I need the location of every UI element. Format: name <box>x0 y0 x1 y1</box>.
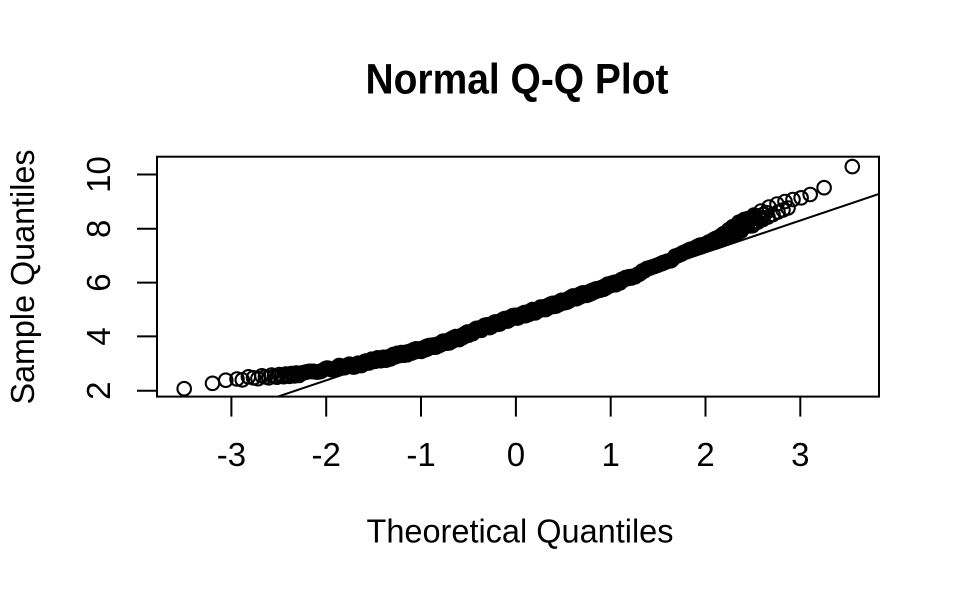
svg-text:1: 1 <box>602 436 620 473</box>
svg-text:8: 8 <box>80 220 117 238</box>
svg-text:Sample Quantiles: Sample Quantiles <box>4 150 41 405</box>
svg-text:4: 4 <box>80 327 117 345</box>
svg-text:2: 2 <box>80 382 117 400</box>
svg-text:6: 6 <box>80 273 117 291</box>
svg-text:-1: -1 <box>406 436 435 473</box>
svg-text:10: 10 <box>80 156 117 193</box>
svg-text:Theoretical Quantiles: Theoretical Quantiles <box>367 513 674 550</box>
svg-text:3: 3 <box>791 436 809 473</box>
svg-text:Normal Q-Q Plot: Normal Q-Q Plot <box>366 55 669 103</box>
svg-text:2: 2 <box>696 436 714 473</box>
svg-text:-3: -3 <box>217 436 246 473</box>
svg-text:-2: -2 <box>312 436 341 473</box>
svg-text:0: 0 <box>507 436 525 473</box>
